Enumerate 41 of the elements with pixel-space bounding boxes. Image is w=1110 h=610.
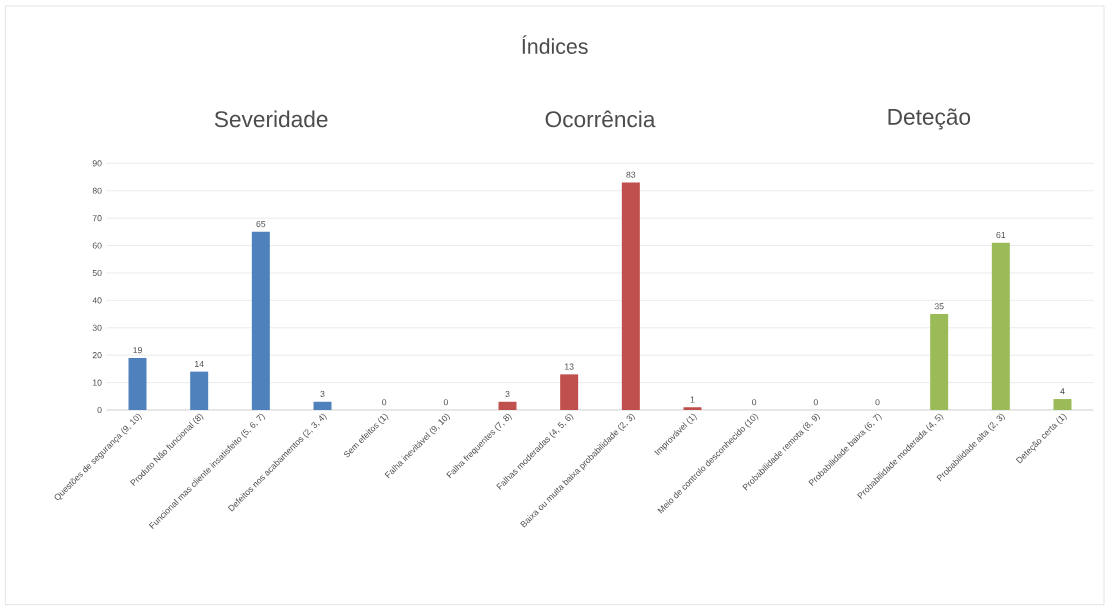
data-label: 61	[996, 231, 1006, 239]
data-label: 4	[1060, 388, 1065, 395]
y-tick-label: 90	[92, 160, 102, 167]
data-label: 0	[813, 399, 818, 406]
data-label: 65	[256, 221, 266, 228]
data-label: 0	[443, 399, 448, 406]
bar	[621, 182, 640, 410]
y-tick-label: 20	[92, 352, 102, 359]
data-label: 35	[934, 303, 944, 310]
y-tick-label: 40	[92, 297, 102, 304]
data-label: 0	[382, 399, 387, 406]
y-tick-label: 30	[92, 324, 102, 331]
bar	[930, 314, 949, 410]
bar	[1053, 399, 1072, 410]
y-tick-label: 70	[92, 215, 102, 222]
y-tick-label: 50	[92, 269, 102, 277]
bar	[498, 401, 517, 410]
y-tick-label: 60	[92, 242, 102, 249]
y-tick-label: 0	[97, 406, 102, 414]
data-label: 83	[626, 171, 636, 178]
data-label: 1	[690, 396, 695, 403]
bar	[128, 357, 147, 410]
chart-title: Índices	[522, 35, 588, 55]
data-label: 13	[565, 363, 574, 370]
bar	[991, 242, 1010, 410]
text: Ocorrência	[545, 110, 656, 128]
data-label: 0	[752, 399, 757, 406]
text: Severidade	[214, 110, 328, 128]
data-label: 19	[133, 347, 142, 354]
data-label: 0	[875, 399, 880, 406]
bar	[251, 231, 270, 410]
bar	[683, 407, 702, 410]
y-tick-label: 10	[93, 379, 102, 386]
y-tick-label: 80	[92, 187, 102, 194]
bar	[560, 374, 579, 410]
data-label: 3	[320, 390, 325, 398]
data-label: 14	[195, 360, 204, 367]
data-label: 3	[505, 390, 510, 398]
text: Deteção	[888, 108, 971, 130]
bar	[313, 401, 332, 410]
bar	[190, 371, 209, 410]
